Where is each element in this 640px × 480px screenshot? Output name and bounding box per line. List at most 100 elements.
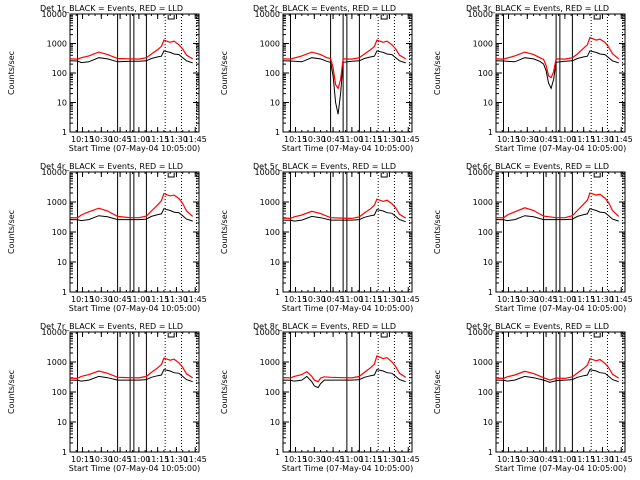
x-tick-label: 11:15 [146, 455, 169, 464]
x-tick-label: 10:45 [322, 135, 345, 144]
x-tick-label: 11:45 [610, 135, 633, 144]
detector-panel: Det 7r_BLACK = Events, RED = LLD Counts/s… [7, 322, 207, 473]
detector-panel: Det 4r_BLACK = Events, RED = LLD Counts/s… [7, 162, 207, 313]
x-tick-label: 10:15 [71, 295, 94, 304]
y-tick-label: 1000 [47, 40, 67, 49]
y-tick-label: 1000 [47, 358, 67, 367]
x-tick-label: 11:15 [572, 455, 595, 464]
x-tick-label: 10:15 [71, 455, 94, 464]
time-bracket-marker [167, 333, 175, 338]
y-axis-label: Counts/sec [220, 210, 229, 254]
y-tick-label: 10 [57, 418, 67, 427]
x-tick-label: 10:15 [284, 455, 307, 464]
x-tick-label: 11:00 [340, 135, 363, 144]
y-tick-label: 100 [52, 388, 67, 397]
y-tick-label: 10 [270, 99, 280, 108]
panel-title: Det 9r_BLACK = Events, RED = LLD [466, 322, 609, 331]
x-tick-label: 11:45 [397, 455, 420, 464]
y-tick-label: 10000 [255, 168, 280, 177]
time-bracket-marker [167, 173, 175, 178]
x-tick-label: 11:45 [184, 455, 207, 464]
y-tick-label: 100 [265, 69, 280, 78]
x-tick-label: 11:15 [572, 295, 595, 304]
x-tick-label: 11:15 [146, 135, 169, 144]
panel-title: Det 2r_BLACK = Events, RED = LLD [253, 4, 396, 13]
x-tick-label: 10:15 [71, 135, 94, 144]
x-axis-label: Start Time (07-May-04 10:05:00) [282, 144, 413, 153]
y-axis-label: Counts/sec [433, 51, 442, 95]
time-bracket-marker [593, 333, 601, 338]
detector-panel: Det 8r_BLACK = Events, RED = LLD Counts/s… [220, 322, 420, 473]
time-bracket-marker [380, 333, 388, 338]
y-tick-label: 1 [62, 288, 67, 297]
time-bracket-marker [167, 15, 175, 20]
x-tick-label: 11:00 [553, 135, 576, 144]
x-tick-label: 10:15 [284, 295, 307, 304]
x-tick-label: 10:15 [497, 455, 520, 464]
y-axis-label: Counts/sec [220, 370, 229, 414]
y-tick-label: 10000 [255, 10, 280, 19]
x-tick-label: 11:30 [165, 135, 188, 144]
x-tick-label: 10:45 [322, 455, 345, 464]
x-tick-label: 11:45 [184, 295, 207, 304]
events-series-line [282, 209, 406, 223]
events-series-line [282, 50, 406, 115]
x-tick-label: 11:45 [397, 295, 420, 304]
y-axis-label: Counts/sec [7, 51, 16, 95]
detector-panel: Det 6r_BLACK = Events, RED = LLD Counts/s… [433, 162, 633, 313]
x-tick-label: 10:30 [516, 135, 539, 144]
y-tick-label: 10000 [42, 168, 67, 177]
panel-title: Det 7r_BLACK = Events, RED = LLD [40, 322, 183, 331]
detector-panel: Det 1r_BLACK = Events, RED = LLD Counts/s… [7, 4, 207, 153]
x-tick-label: 11:15 [359, 135, 382, 144]
x-tick-label: 11:00 [127, 455, 150, 464]
x-tick-label: 10:45 [109, 135, 132, 144]
y-tick-label: 1000 [260, 358, 280, 367]
y-tick-label: 10 [57, 99, 67, 108]
y-tick-label: 1000 [260, 40, 280, 49]
lld-series-line [282, 355, 407, 383]
y-tick-label: 100 [478, 69, 493, 78]
y-tick-label: 10 [483, 99, 493, 108]
y-tick-label: 10 [483, 258, 493, 267]
panel-title: Det 6r_BLACK = Events, RED = LLD [466, 162, 609, 171]
lld-series-line [69, 357, 194, 380]
x-tick-label: 11:15 [359, 455, 382, 464]
y-tick-label: 10 [270, 418, 280, 427]
panel-title: Det 1r_BLACK = Events, RED = LLD [40, 4, 183, 13]
x-tick-label: 11:30 [378, 455, 401, 464]
detector-panel: Det 9r_BLACK = Events, RED = LLD Counts/s… [433, 322, 633, 473]
y-axis-label: Counts/sec [7, 210, 16, 254]
y-tick-label: 100 [52, 228, 67, 237]
x-axis-label: Start Time (07-May-04 10:05:00) [69, 304, 200, 313]
y-tick-label: 10000 [42, 10, 67, 19]
y-tick-label: 10000 [255, 328, 280, 337]
panel-title: Det 8r_BLACK = Events, RED = LLD [253, 322, 396, 331]
x-tick-label: 11:00 [340, 295, 363, 304]
x-axis-label: Start Time (07-May-04 10:05:00) [495, 144, 626, 153]
events-series-line [69, 208, 193, 222]
panel-title: Det 5r_BLACK = Events, RED = LLD [253, 162, 396, 171]
y-tick-label: 100 [265, 228, 280, 237]
y-tick-label: 1 [62, 448, 67, 457]
x-tick-label: 11:45 [610, 455, 633, 464]
x-axis-label: Start Time (07-May-04 10:05:00) [495, 304, 626, 313]
x-tick-label: 11:30 [378, 135, 401, 144]
y-tick-label: 1000 [260, 198, 280, 207]
x-tick-label: 10:45 [535, 295, 558, 304]
x-tick-label: 11:00 [553, 295, 576, 304]
x-tick-label: 11:15 [572, 135, 595, 144]
y-tick-label: 1000 [473, 198, 493, 207]
x-tick-label: 11:30 [591, 295, 614, 304]
time-bracket-marker [593, 173, 601, 178]
y-tick-label: 1 [488, 448, 493, 457]
y-tick-label: 1 [275, 288, 280, 297]
events-series-line [69, 50, 193, 64]
y-tick-label: 10 [483, 418, 493, 427]
y-tick-label: 100 [52, 69, 67, 78]
x-tick-label: 11:30 [165, 295, 188, 304]
detector-panel: Det 2r_BLACK = Events, RED = LLD Counts/s… [220, 4, 420, 153]
y-tick-label: 10000 [468, 10, 493, 19]
